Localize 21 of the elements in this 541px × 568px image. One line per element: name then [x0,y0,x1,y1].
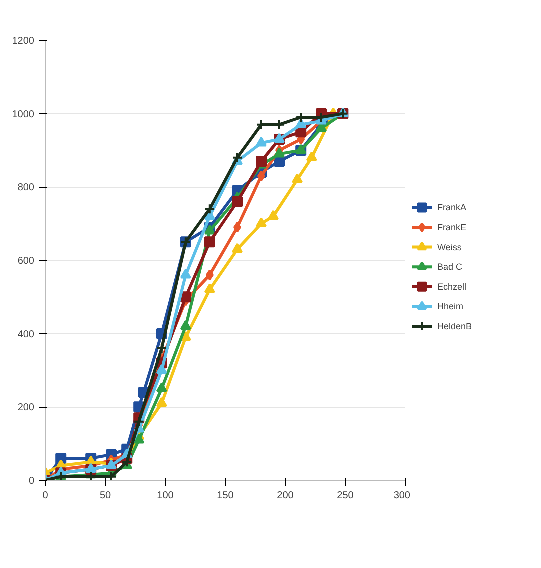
x-tick-label: 150 [217,490,234,502]
x-tick-label: 200 [277,490,294,502]
legend-label: FrankA [438,202,467,213]
y-tick-label: 600 [18,256,35,267]
x-tick-label: 50 [100,490,112,502]
y-tick-label: 400 [18,329,35,340]
y-tick-label: 0 [28,476,35,487]
legend-label: Bad C [438,262,464,272]
legend-label: Weiss [438,242,462,252]
legend-label: Echzell [438,282,467,292]
y-tick-label: 1000 [12,109,35,120]
x-tick-label: 0 [42,490,49,502]
legend-label: HeldenB [438,322,472,332]
x-tick-label: 250 [337,490,354,502]
y-tick-label: 200 [18,402,35,414]
legend-label: Hheim [438,302,464,312]
y-tick-label: 1200 [12,36,35,47]
legend-label: FrankE [438,222,467,232]
x-tick-label: 100 [157,490,174,502]
x-tick-label: 300 [394,490,411,502]
y-tick-label: 800 [18,182,35,194]
